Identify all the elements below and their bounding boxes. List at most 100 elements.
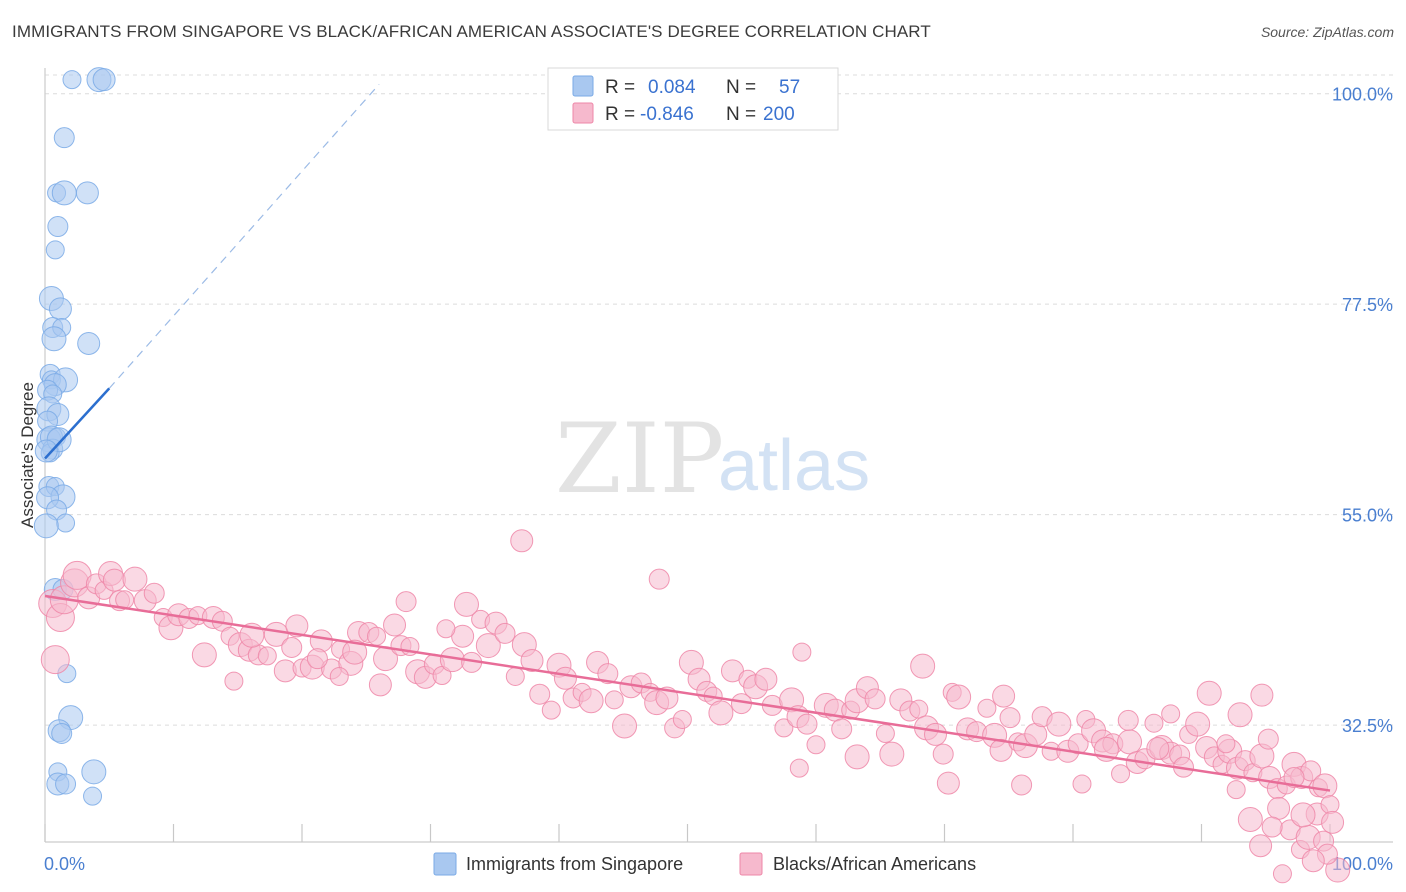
point-black-african-american (191, 642, 217, 668)
point-black-african-american (494, 622, 516, 644)
point-black-african-american (368, 673, 392, 697)
point-singapore (33, 513, 59, 539)
y-tick-label: 77.5% (1342, 295, 1393, 315)
point-black-african-american (1283, 766, 1305, 788)
correlation-legend: R = 0.084 N = 57 R = -0.846 N = 200 (547, 67, 839, 131)
trend-singapore (44, 387, 111, 460)
watermark-atlas: atlas (718, 426, 870, 506)
point-black-african-american (1117, 709, 1139, 731)
point-black-african-american (453, 591, 479, 617)
point-black-african-american (520, 649, 544, 673)
point-black-african-american (924, 722, 948, 746)
point-black-african-american (1067, 733, 1089, 755)
point-black-african-american (306, 648, 328, 670)
point-black-african-american (1227, 702, 1253, 728)
point-black-african-american (1250, 683, 1274, 707)
point-black-african-american (1257, 728, 1279, 750)
point-black-african-american (999, 707, 1021, 729)
y-tick-label: 100.0% (1332, 85, 1393, 105)
point-singapore (41, 326, 67, 352)
point-singapore (55, 773, 77, 795)
point-singapore (77, 331, 101, 355)
legend-swatch-blue (572, 75, 594, 97)
point-black-african-american (285, 614, 309, 638)
point-black-african-american (879, 741, 905, 767)
point-black-african-american (708, 700, 734, 726)
point-black-african-american (1226, 780, 1246, 800)
point-black-african-american (806, 735, 826, 755)
trend-singapore-extrapolated (108, 83, 380, 389)
point-black-african-american (122, 566, 148, 592)
point-black-african-american (754, 667, 778, 691)
legend-r-label-2: R = (605, 104, 635, 125)
point-singapore (47, 216, 69, 238)
point-singapore (51, 180, 77, 206)
point-singapore (34, 439, 58, 463)
legend-r-value-2: -0.846 (640, 104, 694, 125)
point-black-african-american (1196, 680, 1222, 706)
point-singapore (92, 68, 116, 92)
point-black-african-american (774, 718, 794, 738)
point-black-african-american (395, 591, 417, 613)
point-black-african-american (875, 723, 895, 743)
watermark-zip: ZIP (555, 403, 724, 515)
point-black-african-american (1301, 849, 1325, 873)
point-singapore (56, 513, 76, 533)
point-black-african-american (989, 738, 1013, 762)
point-black-african-american (672, 709, 692, 729)
legend-n-value-2: 200 (763, 104, 795, 125)
legend-r-label-1: R = (605, 77, 635, 98)
point-singapore (83, 786, 103, 806)
point-black-african-american (1117, 729, 1143, 755)
series-legend: Immigrants from Singapore Blacks/African… (433, 852, 976, 876)
point-black-african-american (329, 666, 349, 686)
point-black-african-american (436, 619, 456, 639)
point-black-african-american (1249, 834, 1273, 858)
point-black-african-american (529, 683, 551, 705)
x-tick-label-min: 0.0% (44, 854, 85, 874)
point-black-african-american (1321, 810, 1345, 834)
point-black-african-american (1216, 734, 1236, 754)
point-black-african-american (367, 626, 387, 646)
y-tick-label: 55.0% (1342, 506, 1393, 526)
legend-bottom-swatch-blue (433, 852, 457, 876)
point-black-african-american (655, 686, 679, 710)
point-black-african-american (1161, 704, 1181, 724)
point-singapore (62, 70, 82, 90)
point-black-african-american (648, 568, 670, 590)
point-black-african-american (578, 688, 604, 714)
point-black-african-american (946, 684, 972, 710)
point-black-african-american (612, 713, 638, 739)
point-black-african-american (792, 642, 812, 662)
point-black-african-american (831, 718, 853, 740)
point-black-african-american (1144, 713, 1164, 733)
point-singapore (53, 127, 75, 149)
point-black-african-american (977, 698, 997, 718)
point-black-african-american (102, 568, 126, 592)
trend-black-african-american (44, 594, 1331, 792)
point-black-african-american (257, 646, 277, 666)
point-black-african-american (1046, 711, 1072, 737)
source-credit: Source: ZipAtlas.com (1260, 24, 1394, 40)
point-black-african-american (1272, 864, 1292, 884)
point-black-african-american (553, 666, 577, 690)
point-black-african-american (505, 666, 525, 686)
point-black-african-american (992, 684, 1016, 708)
point-singapore (75, 181, 99, 205)
point-black-african-american (1320, 795, 1340, 815)
point-black-african-american (1237, 807, 1263, 833)
legend-bottom-label-black: Blacks/African Americans (773, 854, 976, 874)
point-black-african-american (936, 771, 960, 795)
point-black-african-american (1312, 773, 1338, 799)
point-black-african-american (604, 690, 624, 710)
point-black-african-american (1111, 764, 1131, 784)
point-black-african-american (932, 743, 954, 765)
point-black-african-american (1267, 796, 1291, 820)
point-black-african-american (1261, 816, 1283, 838)
tick-labels: 100.0%77.5%55.0%32.5%0.0% 100.0% (44, 85, 1393, 874)
point-singapore (48, 297, 72, 321)
point-singapore (51, 722, 73, 744)
point-black-african-american (309, 629, 333, 653)
legend-n-value-1: 57 (779, 77, 800, 98)
